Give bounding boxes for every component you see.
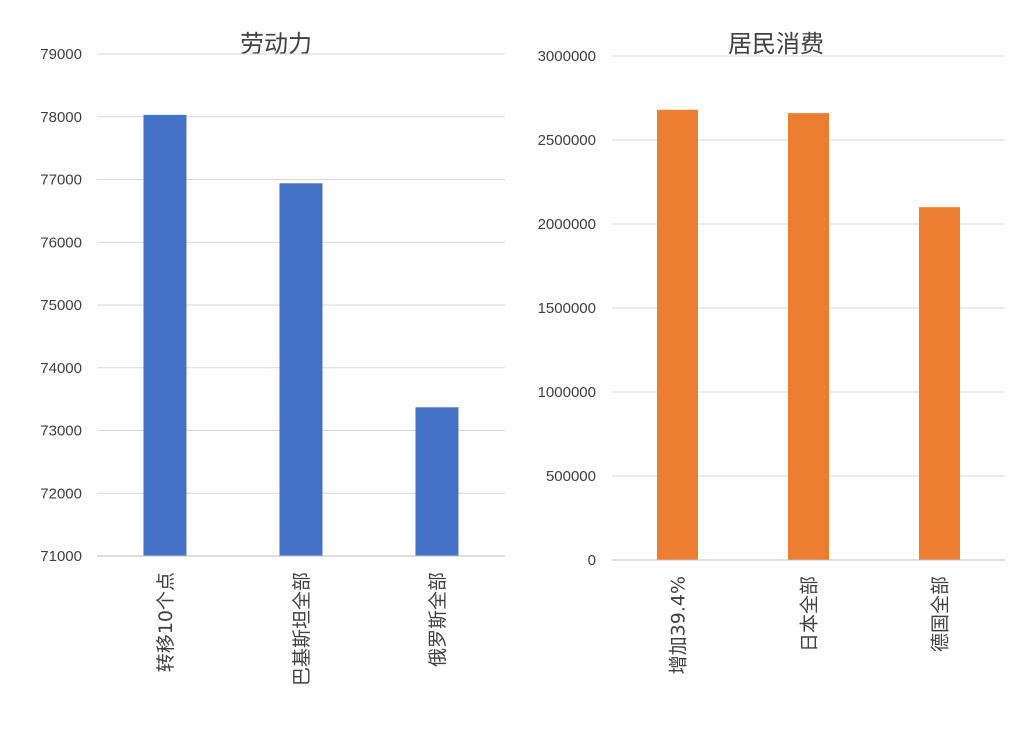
y-tick-label: 1500000 <box>538 300 596 317</box>
category-label: 转移10个点 <box>155 572 177 672</box>
y-tick-label: 2500000 <box>538 132 596 149</box>
bar <box>279 183 323 556</box>
bar <box>788 113 829 561</box>
labor-chart: 劳动力 79000 78000 77000 76000 75000 74000 73000 7… <box>40 30 505 686</box>
chart-title: 劳动力 <box>240 30 312 58</box>
y-tick-label: 2000000 <box>538 216 596 233</box>
category-label: 德国全部 <box>930 576 952 652</box>
y-tick-label: 73000 <box>40 423 82 440</box>
chart-title: 居民消费 <box>728 30 824 58</box>
consumption-chart: 居民消费 3000000 2500000 2000000 1500000 1000000… <box>538 30 1005 674</box>
y-tick-label: 76000 <box>40 234 82 251</box>
y-tick-label: 500000 <box>546 468 596 485</box>
category-label: 增加39.4% <box>668 576 690 674</box>
y-tick-label: 3000000 <box>538 48 596 65</box>
y-tick-label: 74000 <box>40 360 82 377</box>
category-label: 巴基斯坦全部 <box>291 572 313 686</box>
y-tick-label: 78000 <box>40 109 82 126</box>
category-label: 俄罗斯全部 <box>427 572 449 667</box>
y-tick-label: 75000 <box>40 297 82 314</box>
bar <box>657 109 698 560</box>
y-tick-label: 72000 <box>40 485 82 502</box>
bar <box>415 407 459 556</box>
y-tick-label: 71000 <box>40 548 82 565</box>
bar <box>919 207 960 560</box>
y-tick-label: 77000 <box>40 172 82 189</box>
category-label: 日本全部 <box>799 576 821 652</box>
y-tick-label: 0 <box>588 552 596 569</box>
bar <box>143 114 187 557</box>
y-tick-label: 1000000 <box>538 384 596 401</box>
y-tick-label: 79000 <box>40 46 82 63</box>
